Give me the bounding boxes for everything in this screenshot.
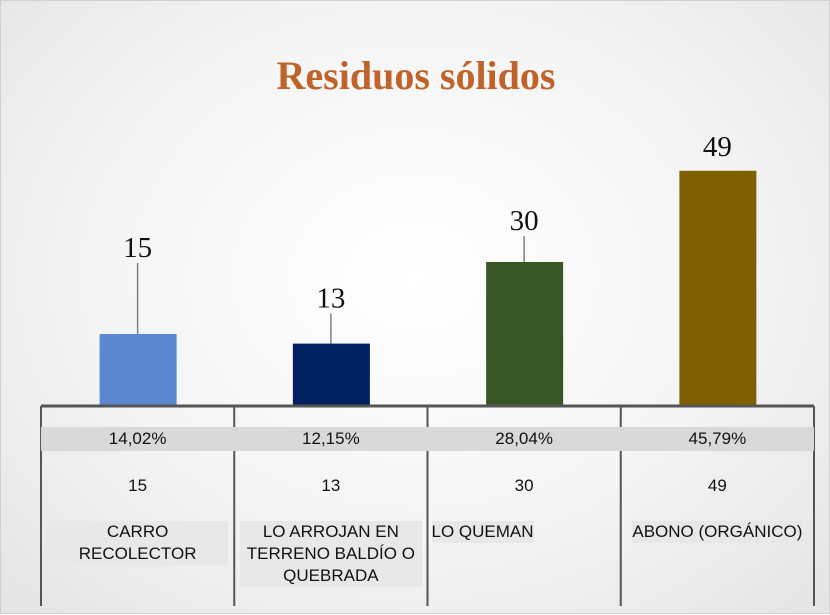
bar [679, 170, 757, 406]
percent-cell: 12,15% [234, 427, 428, 451]
x-tick-label: ABONO (ORGÁNICO) [632, 521, 803, 543]
x-tick-label: LO ARROJAN EN TERRENO BALDÍO O QUEBRADA [240, 521, 422, 587]
category-cell: ABONO (ORGÁNICO) [625, 521, 810, 543]
percent-cell: 28,04% [427, 427, 621, 451]
bar [99, 334, 177, 406]
chart-title: Residuos sólidos [277, 53, 556, 98]
percent-cell: 14,02% [41, 427, 235, 451]
bar [292, 343, 370, 406]
x-tick-label: LO QUEMAN [431, 521, 534, 543]
percent-label: 14,02% [41, 427, 235, 451]
data-label: 30 [510, 205, 539, 237]
count-label: 15 [128, 476, 148, 495]
count-label: 49 [707, 476, 727, 495]
data-label: 49 [703, 131, 732, 163]
data-label: 15 [123, 232, 152, 264]
percent-cell: 45,79% [620, 427, 814, 451]
percent-label: 12,15% [234, 427, 428, 451]
category-cell: LO QUEMAN [431, 521, 617, 543]
category-cell: LO ARROJAN EN TERRENO BALDÍO O QUEBRADA [238, 521, 423, 587]
category-cell: CARRO RECOLECTOR [45, 521, 230, 565]
percent-label: 28,04% [427, 427, 621, 451]
x-tick-label: CARRO RECOLECTOR [47, 521, 229, 565]
count-label: 30 [514, 476, 534, 495]
bar [486, 262, 564, 406]
count-label: 13 [321, 476, 341, 495]
percent-label: 45,79% [620, 427, 814, 451]
data-label: 13 [316, 283, 345, 315]
